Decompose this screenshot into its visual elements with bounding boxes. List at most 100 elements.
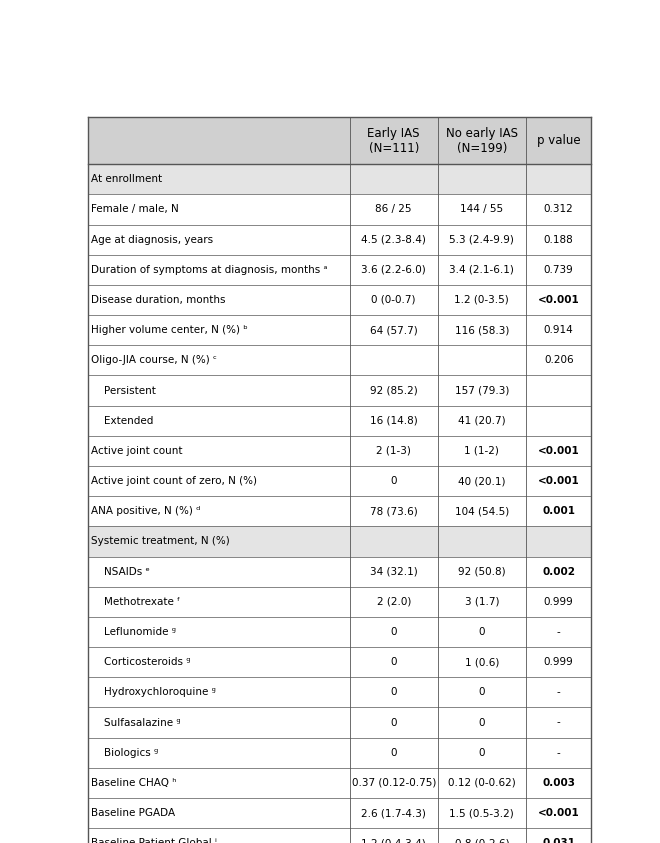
Text: <0.001: <0.001 [538,295,579,305]
Bar [88,617,591,647]
Text: 0.188: 0.188 [544,234,574,244]
Text: 0.12 (0-0.62): 0.12 (0-0.62) [448,778,515,788]
Text: 0: 0 [391,476,397,486]
Text: Active joint count: Active joint count [90,446,182,456]
Text: Systemic treatment, N (%): Systemic treatment, N (%) [90,536,230,546]
Bar [88,117,591,164]
Text: 16 (14.8): 16 (14.8) [370,416,418,426]
Text: 86 / 25: 86 / 25 [376,205,412,214]
Bar [88,346,591,375]
Text: 0.003: 0.003 [543,778,576,788]
Text: 0.37 (0.12-0.75): 0.37 (0.12-0.75) [352,778,436,788]
Text: 144 / 55: 144 / 55 [460,205,504,214]
Bar [88,224,591,255]
Text: 0: 0 [391,717,397,728]
Text: 0: 0 [478,627,485,637]
Text: Baseline PGADA: Baseline PGADA [90,808,175,818]
Text: <0.001: <0.001 [538,476,579,486]
Text: 0.001: 0.001 [543,507,576,516]
Text: 3 (1.7): 3 (1.7) [465,597,499,607]
Bar [88,556,591,587]
Text: 2 (2.0): 2 (2.0) [376,597,411,607]
Text: 0: 0 [391,748,397,758]
Bar [88,768,591,798]
Text: 0.999: 0.999 [544,597,574,607]
Text: 1.5 (0.5-3.2): 1.5 (0.5-3.2) [449,808,514,818]
Text: 64 (57.7): 64 (57.7) [370,325,418,336]
Bar [88,738,591,768]
Bar [88,375,591,405]
Bar [88,436,591,466]
Text: Hydroxychloroquine ᵍ: Hydroxychloroquine ᵍ [90,687,216,697]
Text: Corticosteroids ᵍ: Corticosteroids ᵍ [90,658,190,667]
Bar [88,828,591,843]
Text: Early IAS
(N=111): Early IAS (N=111) [368,126,420,155]
Bar [88,647,591,677]
Text: 5.3 (2.4-9.9): 5.3 (2.4-9.9) [449,234,514,244]
Text: Leflunomide ᵍ: Leflunomide ᵍ [90,627,176,637]
Text: Baseline Patient Global ⁱ: Baseline Patient Global ⁱ [90,838,216,843]
Text: 0.312: 0.312 [544,205,574,214]
Text: 3.4 (2.1-6.1): 3.4 (2.1-6.1) [449,265,514,275]
Text: 0: 0 [478,748,485,758]
Bar [88,466,591,497]
Bar [88,707,591,738]
Text: 0 (0-0.7): 0 (0-0.7) [372,295,416,305]
Bar [88,497,591,526]
Text: -: - [557,717,560,728]
Text: No early IAS
(N=199): No early IAS (N=199) [446,126,518,155]
Text: 116 (58.3): 116 (58.3) [455,325,509,336]
Text: Oligo-JIA course, N (%) ᶜ: Oligo-JIA course, N (%) ᶜ [90,356,216,365]
Bar [88,587,591,617]
Text: NSAIDs ᵉ: NSAIDs ᵉ [90,566,150,577]
Text: 92 (85.2): 92 (85.2) [370,385,418,395]
Bar [88,255,591,285]
Text: p value: p value [537,134,581,148]
Text: 0.031: 0.031 [543,838,576,843]
Text: -: - [557,627,560,637]
Text: Duration of symptoms at diagnosis, months ᵃ: Duration of symptoms at diagnosis, month… [90,265,327,275]
Text: Biologics ᵍ: Biologics ᵍ [90,748,158,758]
Text: 0.914: 0.914 [544,325,574,336]
Text: 104 (54.5): 104 (54.5) [455,507,509,516]
Text: 0: 0 [391,627,397,637]
Text: 1.2 (0.4-3.4): 1.2 (0.4-3.4) [361,838,426,843]
Text: 3.6 (2.2-6.0): 3.6 (2.2-6.0) [361,265,426,275]
Bar [88,195,591,224]
Bar [88,798,591,828]
Text: 0: 0 [478,687,485,697]
Bar [88,285,591,315]
Text: 1 (1-2): 1 (1-2) [465,446,500,456]
Text: 34 (32.1): 34 (32.1) [370,566,418,577]
Text: 92 (50.8): 92 (50.8) [458,566,506,577]
Text: At enrollment: At enrollment [90,175,162,185]
Text: 78 (73.6): 78 (73.6) [370,507,418,516]
Text: Persistent: Persistent [90,385,156,395]
Text: Female / male, N: Female / male, N [90,205,178,214]
Text: 0.999: 0.999 [544,658,574,667]
Text: 0.002: 0.002 [543,566,576,577]
Text: <0.001: <0.001 [538,808,579,818]
Bar [88,164,591,195]
Text: Methotrexate ᶠ: Methotrexate ᶠ [90,597,180,607]
Text: <0.001: <0.001 [538,446,579,456]
Text: 0: 0 [478,717,485,728]
Bar [88,405,591,436]
Bar [88,677,591,707]
Text: ANA positive, N (%) ᵈ: ANA positive, N (%) ᵈ [90,507,200,516]
Text: 0: 0 [391,687,397,697]
Text: 4.5 (2.3-8.4): 4.5 (2.3-8.4) [361,234,426,244]
Text: 0: 0 [391,658,397,667]
Text: Sulfasalazine ᵍ: Sulfasalazine ᵍ [90,717,180,728]
Text: 2.6 (1.7-4.3): 2.6 (1.7-4.3) [361,808,426,818]
Text: 0.739: 0.739 [544,265,574,275]
Text: 0.206: 0.206 [544,356,574,365]
Text: -: - [557,687,560,697]
Text: 1 (0.6): 1 (0.6) [465,658,499,667]
Text: -: - [557,748,560,758]
Text: Baseline CHAQ ʰ: Baseline CHAQ ʰ [90,778,176,788]
Text: 157 (79.3): 157 (79.3) [455,385,509,395]
Text: 2 (1-3): 2 (1-3) [376,446,411,456]
Text: Active joint count of zero, N (%): Active joint count of zero, N (%) [90,476,257,486]
Text: Higher volume center, N (%) ᵇ: Higher volume center, N (%) ᵇ [90,325,248,336]
